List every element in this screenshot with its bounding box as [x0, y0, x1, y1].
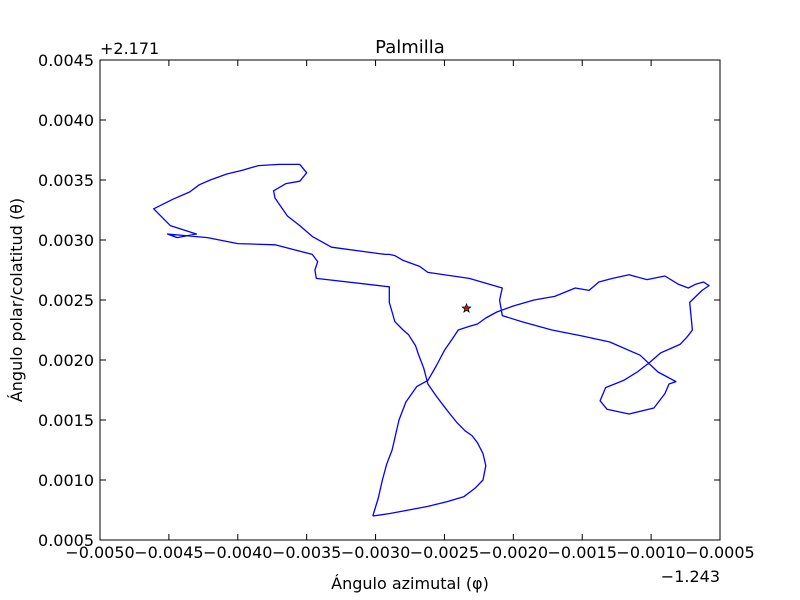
chart-title: Palmilla — [375, 37, 445, 58]
x-tick-label: −0.0045 — [134, 543, 203, 562]
y-tick-label: 0.0005 — [38, 531, 94, 550]
x-tick-label: −0.0030 — [341, 543, 410, 562]
y-offset-label: +2.171 — [100, 39, 159, 58]
y-tick-label: 0.0020 — [38, 351, 94, 370]
x-tick-label: −0.0035 — [272, 543, 341, 562]
x-tick-label: −0.0050 — [65, 543, 134, 562]
y-tick-label: 0.0030 — [38, 231, 94, 250]
plot-layer: −0.0050 −0.0045 −0.0040 −0.0035 −0.0030 −0.00… — [38, 51, 755, 562]
y-tick-label: 0.0025 — [38, 291, 94, 310]
x-tick-label: −0.0040 — [203, 543, 272, 562]
series-line — [153, 163, 710, 517]
x-tick-label: −0.0010 — [616, 543, 685, 562]
y-tick-label: 0.0045 — [38, 51, 94, 70]
y-tick-label: 0.0035 — [38, 171, 94, 190]
y-tick-label: 0.0010 — [38, 471, 94, 490]
plot-frame — [99, 59, 721, 541]
y-tick-label: 0.0015 — [38, 411, 94, 430]
x-tick-label: −0.0005 — [685, 543, 754, 562]
x-axis-label: Ángulo azimutal (φ) — [331, 574, 489, 593]
x-offset-label: −1.243 — [661, 567, 720, 586]
x-tick-label: −0.0015 — [548, 543, 617, 562]
y-axis-label: Ángulo polar/colatitud (θ) — [7, 198, 26, 402]
y-tick-label: 0.0040 — [38, 111, 94, 130]
x-tick-label: −0.0020 — [479, 543, 548, 562]
center-star-marker — [461, 302, 472, 313]
x-tick-label: −0.0025 — [410, 543, 479, 562]
